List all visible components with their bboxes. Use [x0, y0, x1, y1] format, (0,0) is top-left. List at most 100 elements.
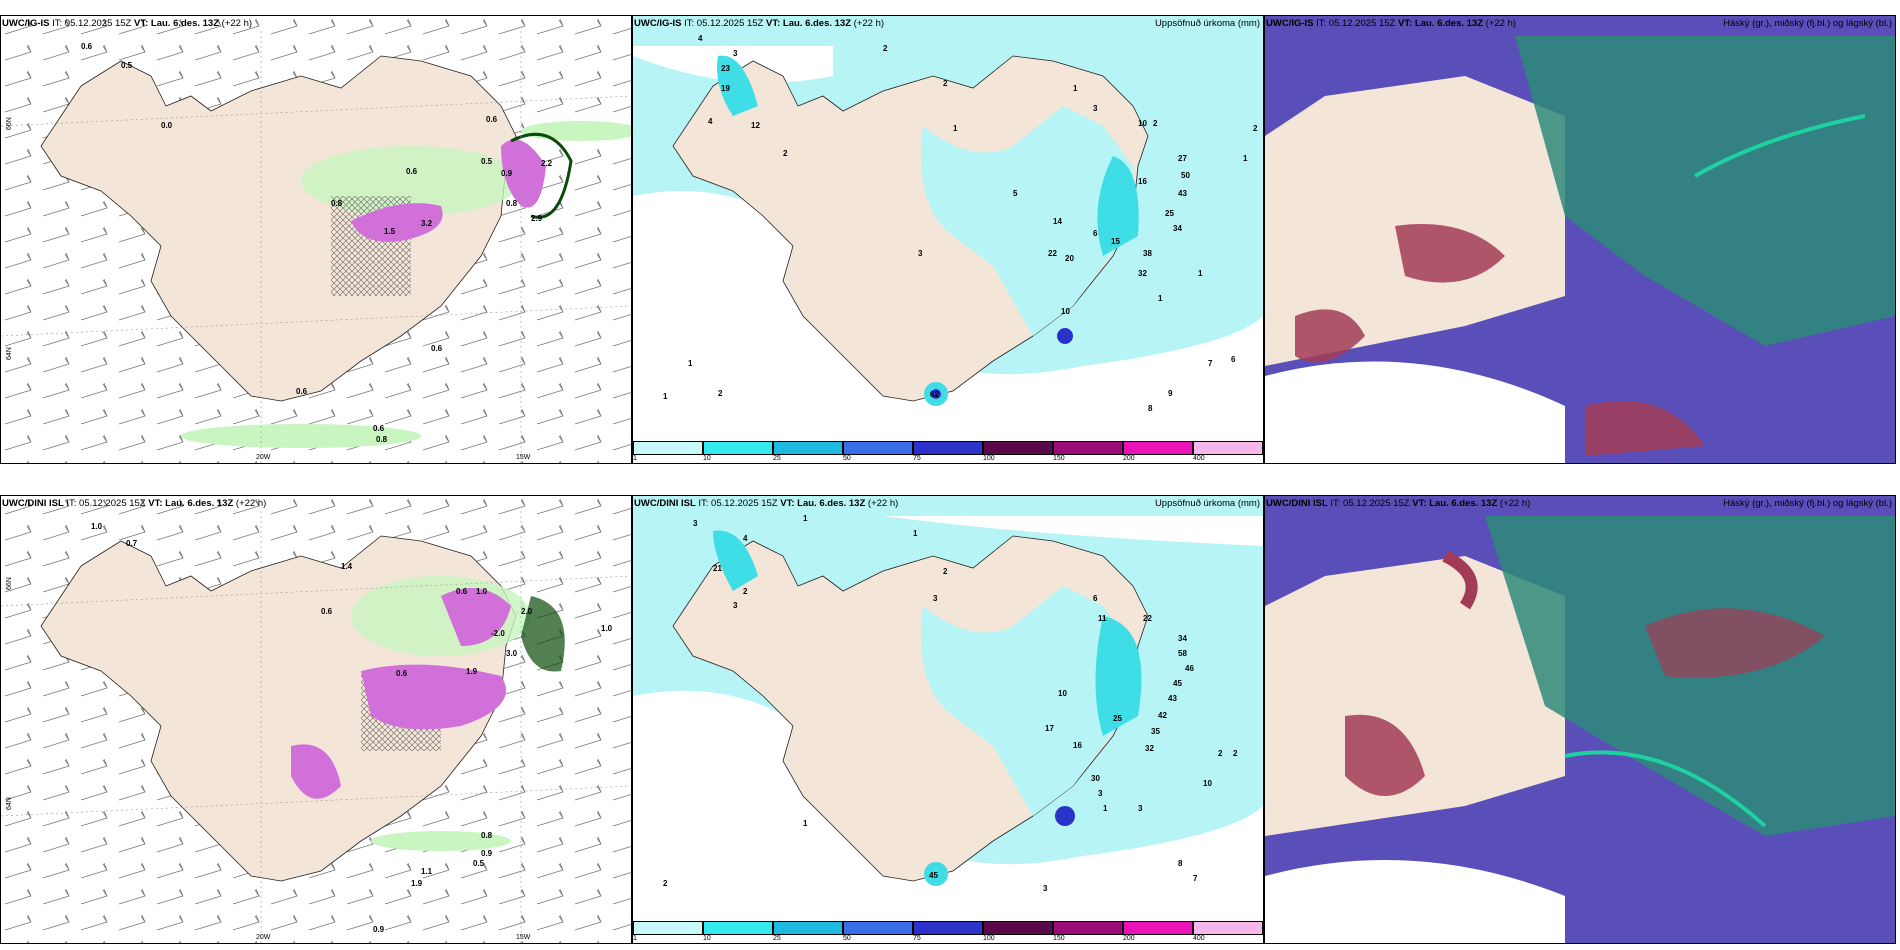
colorbar-swatch	[773, 441, 843, 455]
svg-text:1.1: 1.1	[421, 867, 433, 876]
lat-label: 64N	[6, 347, 13, 360]
wind-precip-map: 20W 15W 66N 64N 1.0 0.7 1.4 0.6 0.6 1.0 …	[1, 496, 631, 943]
value-labels: 1.0 0.7 1.4 0.6 0.6 1.0 2.0 -2.0 3.0 1.9…	[91, 522, 613, 934]
clear-area	[1265, 860, 1565, 943]
svg-text:1: 1	[1103, 804, 1108, 813]
svg-text:62: 62	[930, 390, 939, 399]
colorbar-tick: 150	[1053, 935, 1065, 942]
panel-header: UWC/IG-IS IT: 05.12.2025 15Z VT: Lau. 6.…	[2, 18, 253, 29]
iceland-land	[1265, 76, 1565, 366]
svg-text:38: 38	[1143, 249, 1152, 258]
svg-text:1.0: 1.0	[601, 624, 613, 633]
svg-text:9: 9	[1168, 389, 1173, 398]
map-panel-r1c3: UWC/IG-IS IT: 05.12.2025 15Z VT: Lau. 6.…	[1264, 15, 1896, 464]
svg-text:0.8: 0.8	[481, 831, 493, 840]
map-panel-r1c1: UWC/IG-IS IT: 05.12.2025 15Z VT: Lau. 6.…	[0, 15, 632, 464]
svg-text:16: 16	[1073, 741, 1082, 750]
svg-text:34: 34	[1178, 634, 1187, 643]
svg-text:2: 2	[718, 389, 723, 398]
svg-text:19: 19	[721, 84, 730, 93]
svg-text:5: 5	[1013, 189, 1018, 198]
svg-text:0.8: 0.8	[376, 435, 388, 444]
svg-text:0.5: 0.5	[473, 859, 485, 868]
svg-text:0.9: 0.9	[481, 849, 493, 858]
colorbar-tick: 75	[913, 455, 921, 462]
svg-text:46: 46	[1185, 664, 1194, 673]
panel-title-right: Háský (gr.), miðský (fj.bl.) og lágský (…	[1723, 18, 1892, 29]
grid-line	[1, 305, 631, 337]
map-panel-r2c2: UWC/DINI ISL IT: 05.12.2025 15Z VT: Lau.…	[632, 495, 1264, 944]
svg-text:23: 23	[721, 64, 730, 73]
value-labels: 0.6 0.5 0.0 0.6 0.6 0.5 1.5 3.2 0.9 0.8 …	[81, 42, 553, 444]
iceland-land	[40, 55, 517, 402]
svg-text:2: 2	[1153, 119, 1158, 128]
cloud-map	[1265, 496, 1895, 943]
low-cloud-fill	[1395, 224, 1505, 283]
precip-map: 4 3 2 2 23 19 4 12 2 1 2 1 3 10 16 27 50…	[633, 16, 1263, 436]
high-cloud-fill	[1515, 36, 1895, 346]
svg-text:14: 14	[1053, 217, 1062, 226]
svg-text:6: 6	[1093, 229, 1098, 238]
svg-text:2.9: 2.9	[531, 214, 543, 223]
colorbar-swatch	[1053, 921, 1123, 935]
svg-text:6: 6	[1093, 594, 1098, 603]
panel-header: UWC/DINI ISL IT: 05.12.2025 15Z VT: Lau.…	[1266, 498, 1531, 509]
svg-text:2.2: 2.2	[541, 159, 553, 168]
svg-text:0.5: 0.5	[481, 157, 493, 166]
colorbar-swatch	[1193, 441, 1263, 455]
green-area	[371, 831, 511, 851]
colorbar-swatch	[1123, 441, 1193, 455]
svg-text:1.0: 1.0	[476, 587, 488, 596]
colorbar-swatch	[703, 921, 773, 935]
svg-text:1.0: 1.0	[91, 522, 103, 531]
magenta-precip	[351, 203, 443, 242]
svg-text:2: 2	[743, 587, 748, 596]
colorbar-tick: 150	[1053, 455, 1065, 462]
svg-text:3: 3	[733, 601, 738, 610]
svg-text:58: 58	[1178, 649, 1187, 658]
svg-text:0.6: 0.6	[486, 115, 498, 124]
low-cloud-fill	[1645, 608, 1825, 678]
svg-text:1.5: 1.5	[384, 227, 396, 236]
dark-green-contour	[521, 596, 565, 672]
precip-mid-fill	[924, 862, 948, 886]
svg-text:0.8: 0.8	[331, 199, 343, 208]
svg-text:45: 45	[929, 871, 938, 880]
svg-text:30: 30	[1091, 774, 1100, 783]
colorbar-tick: 1	[633, 935, 637, 942]
dark-green-contour	[510, 132, 573, 219]
magenta-precip	[361, 664, 506, 730]
lon-label: 15W	[516, 454, 531, 461]
svg-text:1: 1	[1073, 84, 1078, 93]
svg-text:1: 1	[688, 359, 693, 368]
panel-title-right: Uppsöfnuð úrkoma (mm)	[1154, 498, 1260, 509]
svg-text:7: 7	[1208, 359, 1213, 368]
svg-text:16: 16	[1138, 177, 1147, 186]
colorbar-tick: 75	[913, 935, 921, 942]
svg-text:32: 32	[1138, 269, 1147, 278]
svg-text:12: 12	[751, 121, 760, 130]
colorbar-swatch	[633, 921, 703, 935]
svg-text:2: 2	[883, 44, 888, 53]
svg-text:2: 2	[1218, 749, 1223, 758]
svg-text:0.5: 0.5	[121, 61, 133, 70]
precip-mid-fill	[717, 55, 758, 116]
svg-text:0.9: 0.9	[373, 925, 385, 934]
lat-label: 66N	[6, 577, 13, 590]
no-precip-area	[883, 516, 1263, 546]
colorbar-swatch	[703, 441, 773, 455]
svg-text:0.6: 0.6	[81, 42, 93, 51]
panel-header: UWC/IG-IS IT: 05.12.2025 15Z VT: Lau. 6.…	[634, 18, 885, 29]
svg-text:3: 3	[1138, 804, 1143, 813]
magenta-precip	[501, 139, 546, 208]
svg-text:45: 45	[1173, 679, 1182, 688]
iceland-land	[1265, 556, 1565, 836]
low-cloud-fill	[1295, 309, 1365, 363]
colorbar-swatch	[1123, 921, 1193, 935]
grid-line	[1, 95, 631, 127]
svg-text:4: 4	[698, 34, 703, 43]
svg-text:25: 25	[1165, 209, 1174, 218]
svg-text:2: 2	[943, 567, 948, 576]
svg-text:2: 2	[943, 79, 948, 88]
svg-text:0.6: 0.6	[431, 344, 443, 353]
